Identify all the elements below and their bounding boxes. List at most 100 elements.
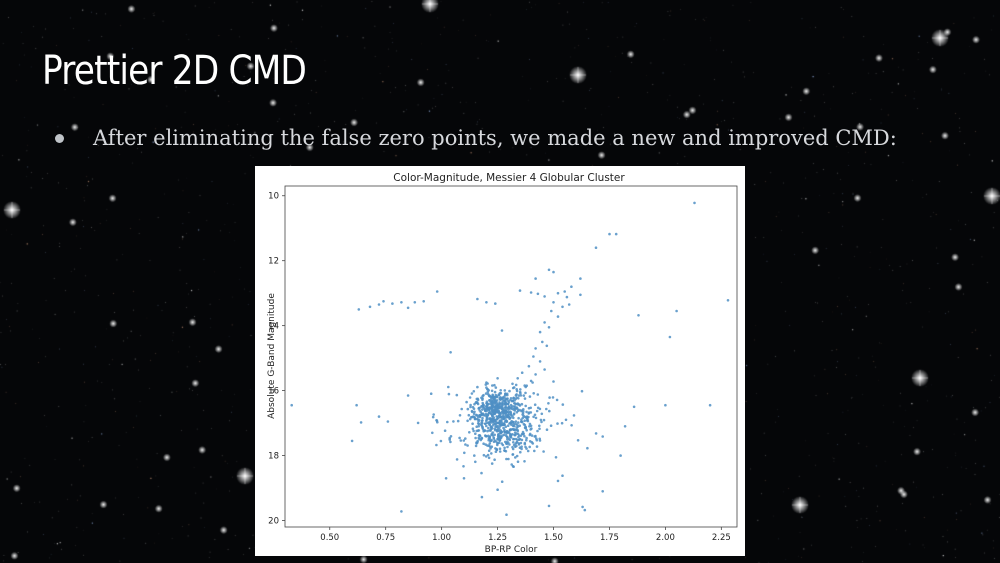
- data-point: [459, 439, 463, 442]
- data-point: [509, 421, 513, 424]
- data-point: [481, 394, 484, 398]
- data-point: [481, 416, 484, 420]
- data-point: [586, 446, 589, 450]
- data-point: [469, 416, 473, 419]
- data-point: [619, 454, 622, 457]
- data-point: [439, 439, 443, 443]
- data-point: [494, 447, 497, 450]
- data-point: [509, 411, 513, 414]
- data-point: [504, 430, 507, 434]
- data-point: [493, 400, 496, 404]
- data-point: [485, 419, 488, 423]
- data-point: [455, 393, 459, 397]
- data-point: [512, 386, 516, 389]
- data-point: [486, 413, 490, 416]
- x-tick-label: 1.25: [488, 533, 507, 543]
- data-point: [494, 406, 498, 410]
- data-point: [515, 393, 518, 396]
- data-point: [484, 392, 488, 395]
- data-point: [484, 455, 488, 458]
- data-point: [511, 414, 514, 418]
- scatter-points: [290, 201, 730, 516]
- data-point: [506, 424, 510, 428]
- data-point: [547, 504, 551, 508]
- data-point: [494, 393, 498, 397]
- data-point: [522, 410, 525, 413]
- data-point: [498, 401, 501, 404]
- data-point: [495, 425, 498, 429]
- data-point: [497, 416, 500, 420]
- data-point: [486, 444, 489, 447]
- data-point: [488, 394, 491, 397]
- x-axis-ticks: 0.50 0.75 1.00 1.25 1.50 1.75 2.00 2.25: [320, 527, 731, 543]
- data-point: [538, 330, 542, 334]
- data-point: [481, 419, 484, 422]
- data-point: [499, 397, 502, 400]
- data-point: [472, 407, 476, 410]
- data-point: [513, 428, 516, 431]
- data-point: [494, 302, 497, 305]
- data-point: [543, 295, 546, 298]
- data-point: [515, 423, 519, 427]
- data-point: [533, 449, 536, 453]
- data-point: [477, 436, 480, 440]
- data-point: [512, 396, 515, 400]
- data-point: [523, 442, 527, 446]
- data-point: [534, 347, 537, 350]
- data-point: [466, 407, 470, 411]
- data-point: [499, 415, 502, 418]
- plot-frame: [284, 185, 738, 528]
- data-point: [500, 442, 504, 445]
- data-point: [530, 434, 534, 437]
- data-point: [532, 392, 535, 395]
- data-point: [496, 488, 499, 492]
- data-point: [565, 295, 569, 299]
- x-tick-label: 1.00: [432, 533, 451, 543]
- data-point: [508, 417, 511, 420]
- data-point: [466, 444, 469, 447]
- data-point: [494, 420, 498, 424]
- data-point: [447, 392, 451, 396]
- data-point: [472, 429, 475, 433]
- data-point: [516, 438, 519, 442]
- data-point: [518, 404, 522, 407]
- data-point: [448, 436, 451, 440]
- data-point: [519, 391, 522, 395]
- data-point: [726, 299, 730, 302]
- data-point: [564, 418, 568, 422]
- data-point: [512, 465, 515, 469]
- data-point: [490, 462, 494, 465]
- data-point: [447, 385, 450, 389]
- data-point: [472, 390, 476, 393]
- data-point: [476, 297, 479, 301]
- data-point: [416, 421, 420, 425]
- data-point: [509, 433, 512, 437]
- data-point: [475, 425, 478, 429]
- data-point: [513, 399, 516, 402]
- data-point: [545, 344, 549, 348]
- data-point: [470, 392, 474, 395]
- data-point: [462, 477, 466, 480]
- data-point: [528, 445, 531, 449]
- data-point: [523, 397, 527, 400]
- data-point: [497, 429, 501, 433]
- data-point: [455, 458, 459, 461]
- data-point: [400, 301, 403, 304]
- data-point: [476, 401, 479, 404]
- data-point: [623, 425, 627, 428]
- data-point: [485, 400, 489, 403]
- data-point: [486, 416, 489, 419]
- data-point: [535, 437, 538, 440]
- data-point: [435, 290, 439, 293]
- data-point: [382, 300, 385, 303]
- data-point: [580, 389, 584, 393]
- data-point: [458, 436, 461, 440]
- data-point: [708, 403, 712, 407]
- data-point: [526, 449, 530, 453]
- data-point: [548, 396, 551, 399]
- data-point: [519, 441, 523, 445]
- data-point: [506, 445, 509, 449]
- data-point: [503, 423, 506, 426]
- data-point: [495, 440, 498, 443]
- data-point: [529, 291, 533, 294]
